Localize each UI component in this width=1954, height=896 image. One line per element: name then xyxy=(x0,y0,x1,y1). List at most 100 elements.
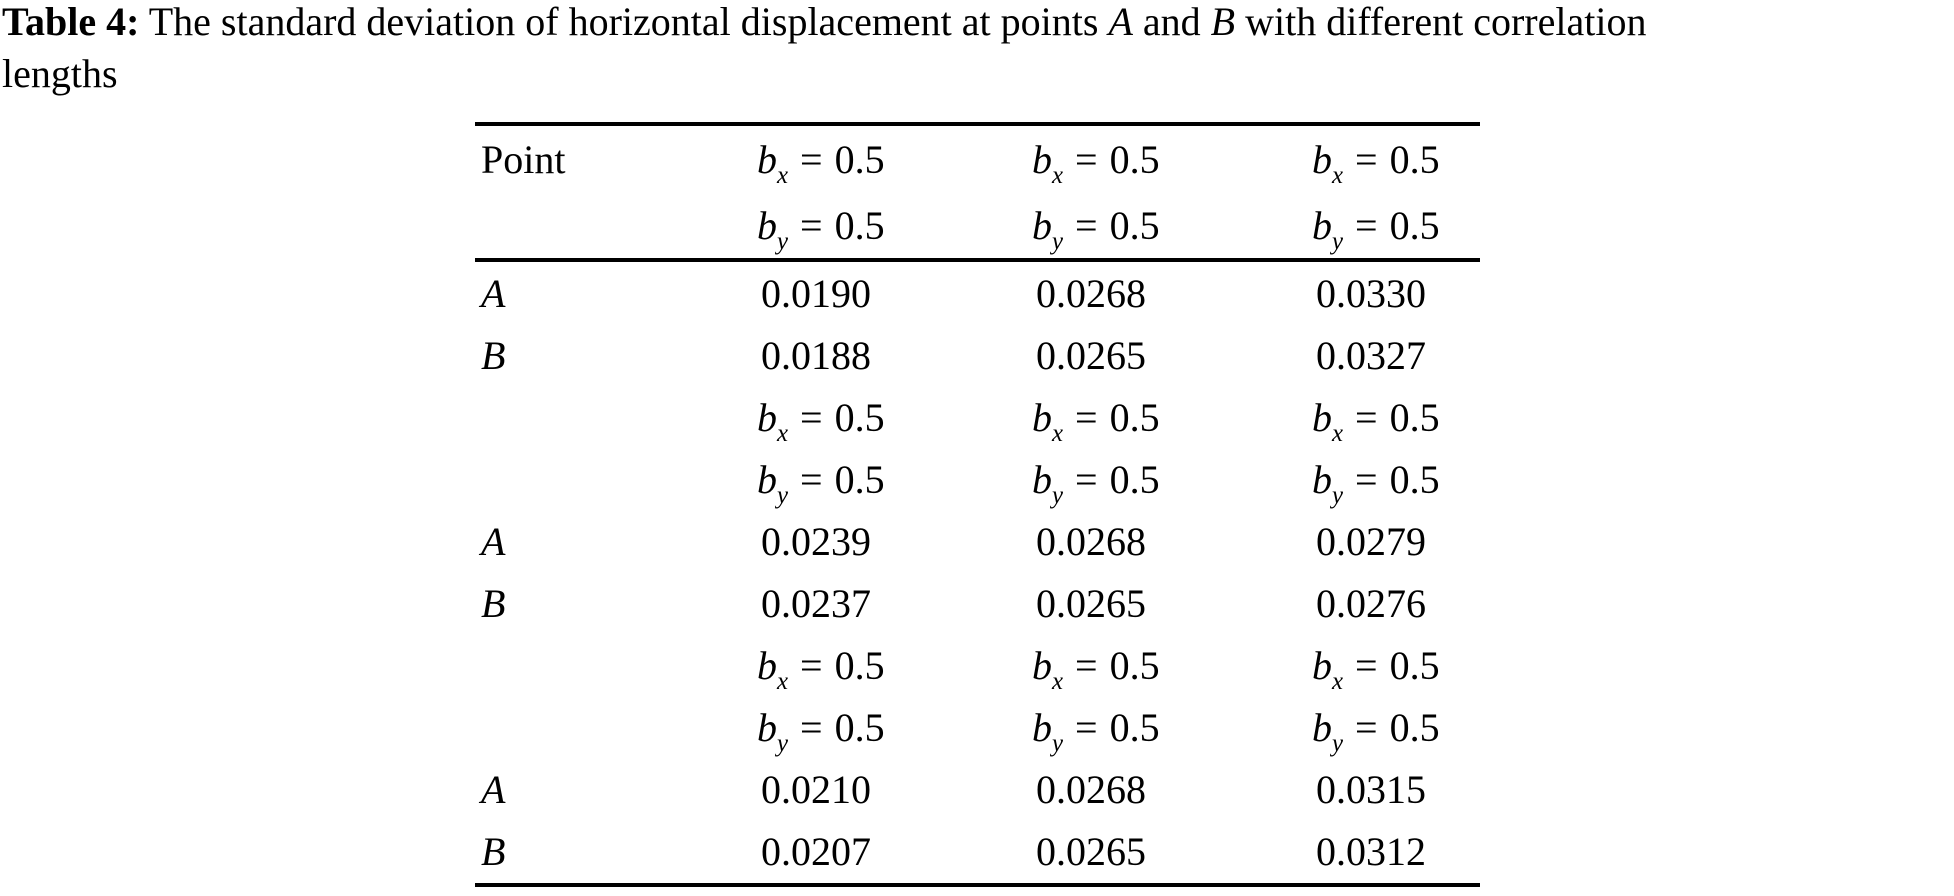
point-cell: B xyxy=(481,829,506,875)
bx-value: 0.5 xyxy=(834,136,885,182)
equals-sign: = xyxy=(800,202,823,248)
point-cell: A xyxy=(481,270,506,316)
by-value: 0.5 xyxy=(1109,705,1160,751)
by-value: 0.5 xyxy=(834,202,885,248)
caption-point-b: B xyxy=(1210,0,1236,44)
equals-sign: = xyxy=(800,136,823,182)
condition-bx-cell: bx = 0.5 xyxy=(1310,642,1480,696)
by-value: 0.5 xyxy=(1109,456,1160,502)
point-cell: A xyxy=(481,767,506,813)
value-cell: 0.0268 xyxy=(1036,518,1146,564)
bx-value: 0.5 xyxy=(834,394,885,440)
caption-label: Table 4: xyxy=(2,0,140,44)
equals-sign: = xyxy=(800,705,823,751)
condition-by-cell: by = 0.5 xyxy=(1310,202,1480,255)
caption-text-after: with different correlation xyxy=(1235,0,1647,44)
value-cell: 0.0312 xyxy=(1316,829,1426,875)
value-cell: 0.0327 xyxy=(1316,332,1426,378)
value-cell: 0.0190 xyxy=(761,270,871,316)
corner-header-cell: Point xyxy=(481,136,566,182)
table-caption: Table 4: The standard deviation of horiz… xyxy=(2,0,1954,100)
bx-symbol: bx xyxy=(1312,643,1344,696)
condition-bx-cell: bx = 0.5 xyxy=(755,642,1030,696)
condition-bx-cell: bx = 0.5 xyxy=(1030,642,1310,696)
by-value: 0.5 xyxy=(834,456,885,502)
equals-sign: = xyxy=(1355,394,1378,440)
condition-row-by: by = 0.5 by = 0.5 by = 0.5 xyxy=(475,697,1480,759)
condition-by-cell: by = 0.5 xyxy=(755,704,1030,758)
bx-value: 0.5 xyxy=(1109,394,1160,440)
bx-symbol: bx xyxy=(1312,136,1344,189)
condition-bx-cell: bx = 0.5 xyxy=(1030,136,1310,189)
table-bottom-rule xyxy=(475,882,1480,887)
equals-sign: = xyxy=(1355,456,1378,502)
condition-bx-cell: bx = 0.5 xyxy=(755,394,1030,446)
value-cell: 0.0279 xyxy=(1316,518,1426,564)
condition-bx-cell: bx = 0.5 xyxy=(755,136,1030,189)
equals-sign: = xyxy=(800,456,823,502)
bx-value: 0.5 xyxy=(1109,643,1160,689)
caption-text-and: and xyxy=(1132,0,1211,44)
equals-sign: = xyxy=(1075,456,1098,502)
value-cell: 0.0239 xyxy=(761,518,871,564)
bx-symbol: bx xyxy=(1032,643,1064,696)
table-row: B 0.0207 0.0265 0.0312 xyxy=(475,821,1480,883)
condition-bx-cell: bx = 0.5 xyxy=(1310,136,1480,189)
bx-value: 0.5 xyxy=(834,643,885,689)
value-cell: 0.0315 xyxy=(1316,767,1426,813)
equals-sign: = xyxy=(1075,202,1098,248)
caption-text-before: The standard deviation of horizontal dis… xyxy=(139,0,1109,44)
equals-sign: = xyxy=(1355,643,1378,689)
table-row: A 0.0239 0.0268 0.0279 xyxy=(475,510,1480,572)
equals-sign: = xyxy=(1355,705,1378,751)
caption-point-a: A xyxy=(1108,0,1133,44)
value-cell: 0.0276 xyxy=(1316,581,1426,627)
by-value: 0.5 xyxy=(1389,202,1440,248)
equals-sign: = xyxy=(1075,705,1098,751)
equals-sign: = xyxy=(800,394,823,440)
header-row-bx: Point bx = 0.5 bx = 0.5 bx = 0.5 xyxy=(475,126,1480,192)
condition-by-cell: by = 0.5 xyxy=(755,456,1030,509)
bx-symbol: bx xyxy=(757,643,789,696)
condition-bx-cell: bx = 0.5 xyxy=(1310,394,1480,447)
bx-symbol: bx xyxy=(1312,394,1344,447)
table-top-rule xyxy=(475,122,1480,126)
by-symbol: by xyxy=(1032,456,1064,509)
value-cell: 0.0210 xyxy=(761,767,871,813)
by-value: 0.5 xyxy=(1389,456,1440,502)
equals-sign: = xyxy=(1355,136,1378,182)
bx-symbol: bx xyxy=(1032,394,1064,447)
condition-by-cell: by = 0.5 xyxy=(1030,202,1310,254)
header-row-by: by = 0.5 by = 0.5 by = 0.5 xyxy=(475,192,1480,258)
by-symbol: by xyxy=(1312,202,1344,255)
bx-symbol: bx xyxy=(1032,136,1064,189)
by-symbol: by xyxy=(757,456,789,509)
caption-line-2: lengths xyxy=(2,51,118,96)
equals-sign: = xyxy=(800,643,823,689)
condition-row-bx: bx = 0.5 bx = 0.5 bx = 0.5 xyxy=(475,635,1480,697)
equals-sign: = xyxy=(1355,202,1378,248)
value-cell: 0.0268 xyxy=(1036,270,1146,316)
by-symbol: by xyxy=(1312,705,1344,758)
condition-bx-cell: bx = 0.5 xyxy=(1030,394,1310,447)
condition-by-cell: by = 0.5 xyxy=(1310,704,1480,758)
value-cell: 0.0330 xyxy=(1316,270,1426,316)
table-header-rule xyxy=(475,258,1480,262)
table-row: A 0.0210 0.0268 0.0315 xyxy=(475,759,1480,821)
condition-row-bx: bx = 0.5 bx = 0.5 bx = 0.5 xyxy=(475,386,1480,448)
point-cell: B xyxy=(481,581,506,627)
table-row: B 0.0188 0.0265 0.0327 xyxy=(475,324,1480,386)
by-value: 0.5 xyxy=(1109,202,1160,248)
equals-sign: = xyxy=(1075,394,1098,440)
value-cell: 0.0265 xyxy=(1036,332,1146,378)
bx-value: 0.5 xyxy=(1389,136,1440,182)
by-symbol: by xyxy=(1312,456,1344,509)
condition-by-cell: by = 0.5 xyxy=(755,202,1030,254)
value-cell: 0.0265 xyxy=(1036,829,1146,875)
by-symbol: by xyxy=(757,705,789,758)
value-cell: 0.0265 xyxy=(1036,581,1146,627)
bx-symbol: bx xyxy=(757,136,789,189)
point-cell: B xyxy=(481,332,506,378)
table-row: B 0.0237 0.0265 0.0276 xyxy=(475,572,1480,634)
condition-by-cell: by = 0.5 xyxy=(1030,456,1310,509)
